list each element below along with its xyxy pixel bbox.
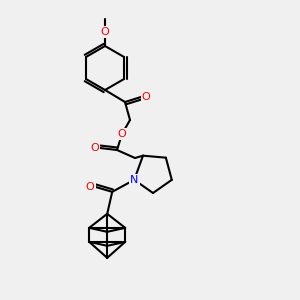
- Text: N: N: [130, 175, 138, 185]
- Text: O: O: [100, 27, 109, 37]
- Text: O: O: [118, 129, 126, 139]
- Text: O: O: [91, 143, 99, 153]
- Text: O: O: [142, 92, 150, 102]
- Text: O: O: [86, 182, 94, 192]
